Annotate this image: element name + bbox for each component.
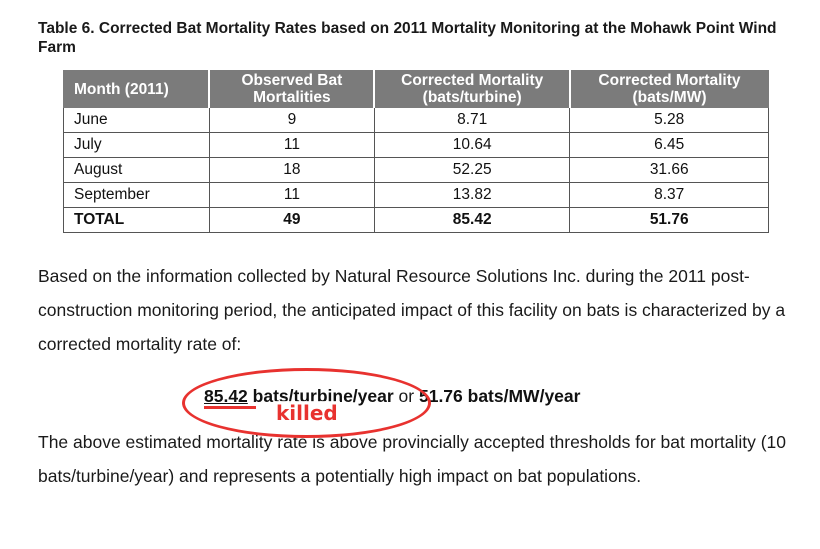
header-month: Month (2011) <box>64 71 210 108</box>
header-corrected-turbine: Corrected Mortality (bats/turbine) <box>374 71 569 108</box>
cell-per-turbine: 10.64 <box>374 133 569 158</box>
cell-observed: 11 <box>209 183 374 208</box>
cell-observed: 18 <box>209 158 374 183</box>
table-row: August 18 52.25 31.66 <box>64 158 769 183</box>
table-row: July 11 10.64 6.45 <box>64 133 769 158</box>
cell-total-per-mw: 51.76 <box>570 208 769 233</box>
red-underline-annotation <box>204 406 256 409</box>
table-row: June 9 8.71 5.28 <box>64 108 769 133</box>
cell-total-label: TOTAL <box>64 208 210 233</box>
table-header-row: Month (2011) Observed Bat Mortalities Co… <box>64 71 769 108</box>
header-observed: Observed Bat Mortalities <box>209 71 374 108</box>
table-caption: Table 6. Corrected Bat Mortality Rates b… <box>38 19 798 57</box>
header-corrected-mw: Corrected Mortality (bats/MW) <box>570 71 769 108</box>
table-total-row: TOTAL 49 85.42 51.76 <box>64 208 769 233</box>
table-row: September 11 13.82 8.37 <box>64 183 769 208</box>
threshold-paragraph: The above estimated mortality rate is ab… <box>38 425 798 493</box>
cell-per-turbine: 13.82 <box>374 183 569 208</box>
cell-month: July <box>64 133 210 158</box>
mw-rate: 51.76 bats/MW/year <box>419 386 580 406</box>
cell-per-mw: 6.45 <box>570 133 769 158</box>
cell-per-mw: 31.66 <box>570 158 769 183</box>
cell-month: August <box>64 158 210 183</box>
intro-paragraph: Based on the information collected by Na… <box>38 259 798 361</box>
mortality-table: Month (2011) Observed Bat Mortalities Co… <box>63 70 769 233</box>
handwritten-note: killed <box>274 401 340 425</box>
cell-per-mw: 5.28 <box>570 108 769 133</box>
cell-month: September <box>64 183 210 208</box>
cell-per-mw: 8.37 <box>570 183 769 208</box>
cell-observed: 9 <box>209 108 374 133</box>
cell-per-turbine: 8.71 <box>374 108 569 133</box>
cell-month: June <box>64 108 210 133</box>
cell-per-turbine: 52.25 <box>374 158 569 183</box>
cell-observed: 11 <box>209 133 374 158</box>
cell-total-per-turbine: 85.42 <box>374 208 569 233</box>
cell-total-observed: 49 <box>209 208 374 233</box>
